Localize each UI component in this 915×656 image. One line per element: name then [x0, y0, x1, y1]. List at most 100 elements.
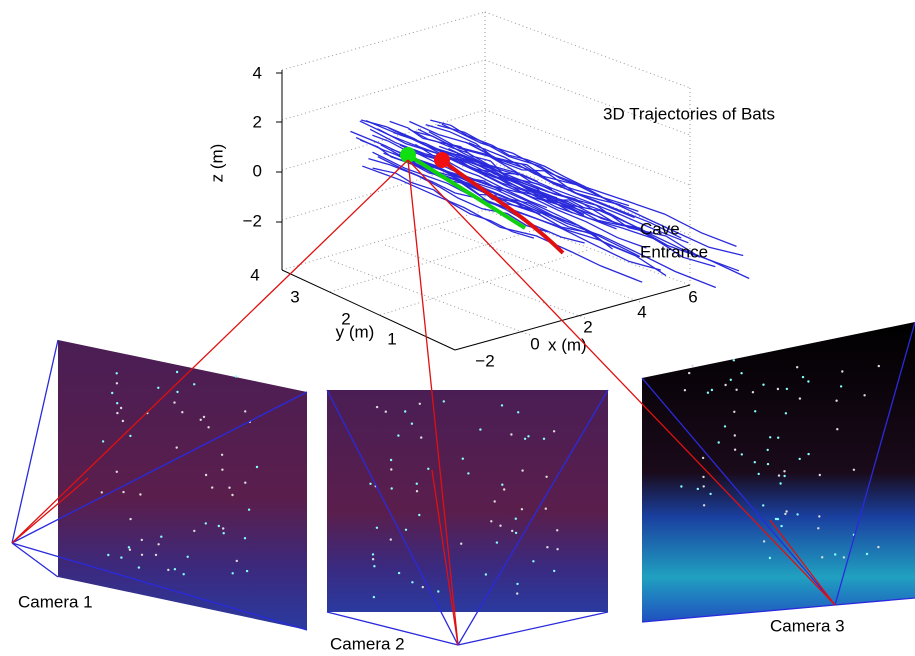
detection [397, 571, 401, 575]
y-tick-label: 4 [250, 265, 259, 284]
detection [769, 436, 772, 439]
detection [139, 493, 142, 496]
detection [244, 410, 247, 413]
detection [228, 486, 231, 489]
detection [683, 389, 687, 392]
x-tick-label: 6 [688, 287, 697, 306]
detection [122, 490, 125, 494]
detection [129, 517, 132, 521]
detection [839, 385, 843, 388]
detection [116, 411, 119, 415]
trajectory [448, 148, 740, 272]
detection [766, 462, 770, 466]
detection [717, 441, 720, 444]
detection [404, 528, 408, 531]
detection [783, 474, 786, 478]
green-trajectory [406, 153, 527, 230]
detection [801, 375, 805, 379]
detection [777, 474, 781, 477]
detection [255, 465, 259, 469]
detection [499, 524, 502, 527]
camera-label: Camera 3 [770, 616, 845, 635]
trajectory [377, 156, 585, 244]
detection [186, 555, 189, 558]
detection [167, 568, 170, 572]
detection [204, 473, 208, 477]
detection [193, 529, 196, 533]
annotation: Cave [640, 219, 680, 238]
detection [733, 410, 736, 413]
detection [516, 592, 519, 595]
detection [523, 437, 527, 440]
detection [121, 419, 125, 423]
detection [245, 569, 249, 573]
detection [762, 383, 765, 386]
detection [753, 461, 756, 464]
detection [841, 370, 844, 373]
detection [127, 546, 131, 549]
detection [777, 436, 780, 439]
detection [479, 428, 482, 431]
detection [397, 434, 400, 437]
detection [706, 391, 710, 394]
detection [222, 527, 225, 530]
detection [757, 472, 760, 476]
detection [120, 556, 123, 559]
detection [709, 492, 712, 496]
detection [101, 440, 105, 443]
detection [375, 526, 379, 529]
y-tick-label: 2 [341, 309, 350, 328]
detection [369, 482, 372, 485]
detection [783, 470, 786, 473]
detection [173, 401, 176, 404]
bat-detections [100, 359, 880, 599]
detection [798, 457, 801, 461]
detection [418, 513, 421, 517]
detection [784, 412, 788, 415]
trajectory [372, 167, 535, 239]
detection [119, 406, 123, 410]
detection [217, 524, 220, 528]
detection [100, 491, 104, 494]
camera-frusta [11, 159, 915, 646]
trajectory [408, 147, 548, 209]
detection [111, 391, 114, 395]
detection [556, 548, 559, 551]
detection [490, 520, 493, 523]
plot-title: 3D Trajectories of Bats [603, 104, 775, 123]
detection [373, 565, 376, 568]
detection [495, 541, 499, 544]
detection [207, 426, 210, 429]
detection [762, 540, 766, 543]
trajectory [464, 141, 621, 206]
detection [372, 595, 376, 599]
detection [202, 415, 206, 419]
detection [842, 556, 846, 559]
detection [784, 512, 787, 516]
detection [371, 553, 375, 556]
detection [735, 388, 738, 391]
detection [776, 387, 780, 391]
detection [247, 508, 251, 511]
trajectory [377, 128, 617, 230]
detection [211, 486, 214, 489]
detection [545, 475, 548, 478]
detection [107, 553, 110, 557]
detection [852, 468, 856, 471]
camera-label: Camera 2 [330, 634, 405, 653]
detection [442, 400, 445, 403]
detection [175, 446, 178, 449]
detection [173, 568, 177, 571]
detection [157, 543, 160, 546]
detection [785, 387, 789, 391]
red-trajectory [440, 158, 565, 255]
detection [140, 538, 143, 542]
detection [821, 556, 824, 559]
detection [500, 404, 504, 407]
detection [544, 507, 547, 510]
detection [244, 481, 247, 484]
detection [688, 371, 691, 375]
detection [231, 493, 234, 497]
annotation: Entrance [640, 242, 708, 261]
